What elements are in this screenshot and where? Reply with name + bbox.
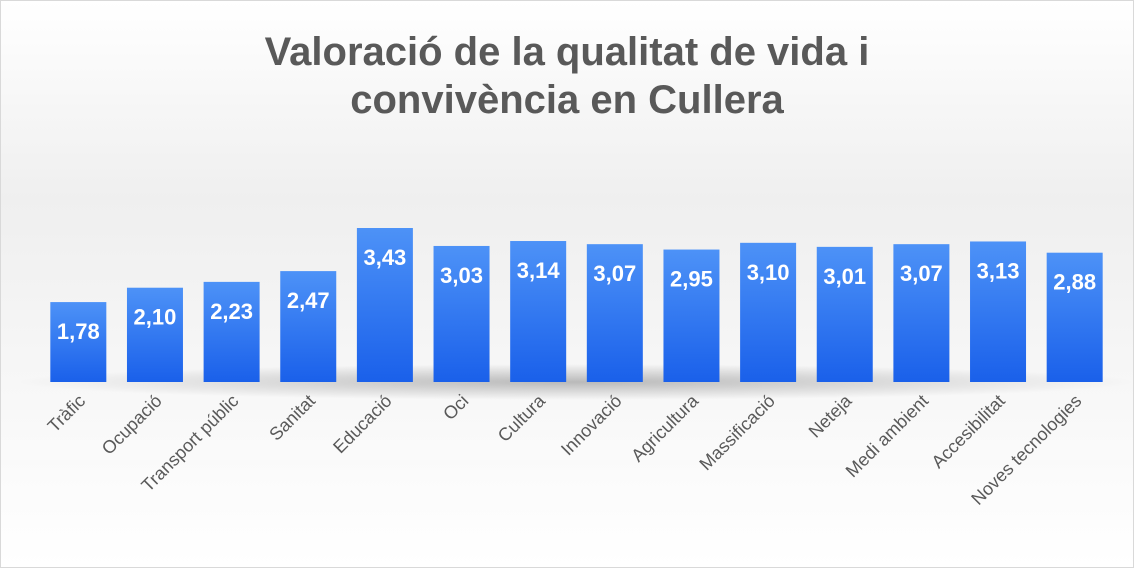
bar [586,244,643,382]
bar [663,249,720,382]
bar [433,245,490,382]
shadow [16,364,1134,400]
bar [816,246,873,382]
value-label: 2,23 [210,299,253,324]
value-label: 2,10 [134,305,177,330]
bar [1046,252,1103,382]
bar [50,302,107,382]
value-label: 2,95 [670,267,713,292]
value-label: 3,03 [440,263,483,288]
chart-title: Valoració de la qualitat de vida i convi… [264,30,870,122]
bar [203,281,260,382]
bar [126,287,183,382]
value-label: 2,88 [1053,270,1096,295]
value-label: 2,47 [287,288,330,313]
bar [280,271,337,382]
value-label: 3,10 [747,260,790,285]
bar [893,244,950,382]
value-label: 3,14 [517,258,561,283]
value-label: 3,13 [977,258,1020,283]
bar [510,241,567,382]
value-label: 3,43 [363,245,406,270]
bar [356,228,413,382]
bar [970,241,1027,382]
value-label: 3,07 [593,261,636,286]
bar [740,242,797,382]
value-label: 3,01 [823,264,866,289]
value-label: 1,78 [57,319,100,344]
value-label: 3,07 [900,261,943,286]
